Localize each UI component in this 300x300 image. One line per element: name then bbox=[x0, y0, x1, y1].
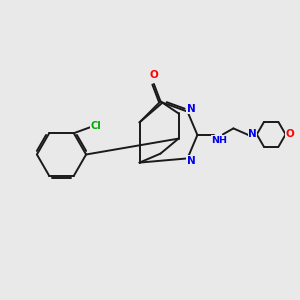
Text: Cl: Cl bbox=[90, 121, 101, 131]
Text: O: O bbox=[149, 70, 158, 80]
Text: N: N bbox=[248, 129, 257, 140]
Text: N: N bbox=[187, 156, 196, 166]
Text: N: N bbox=[187, 103, 196, 114]
Text: O: O bbox=[285, 129, 294, 140]
Text: NH: NH bbox=[211, 136, 227, 145]
